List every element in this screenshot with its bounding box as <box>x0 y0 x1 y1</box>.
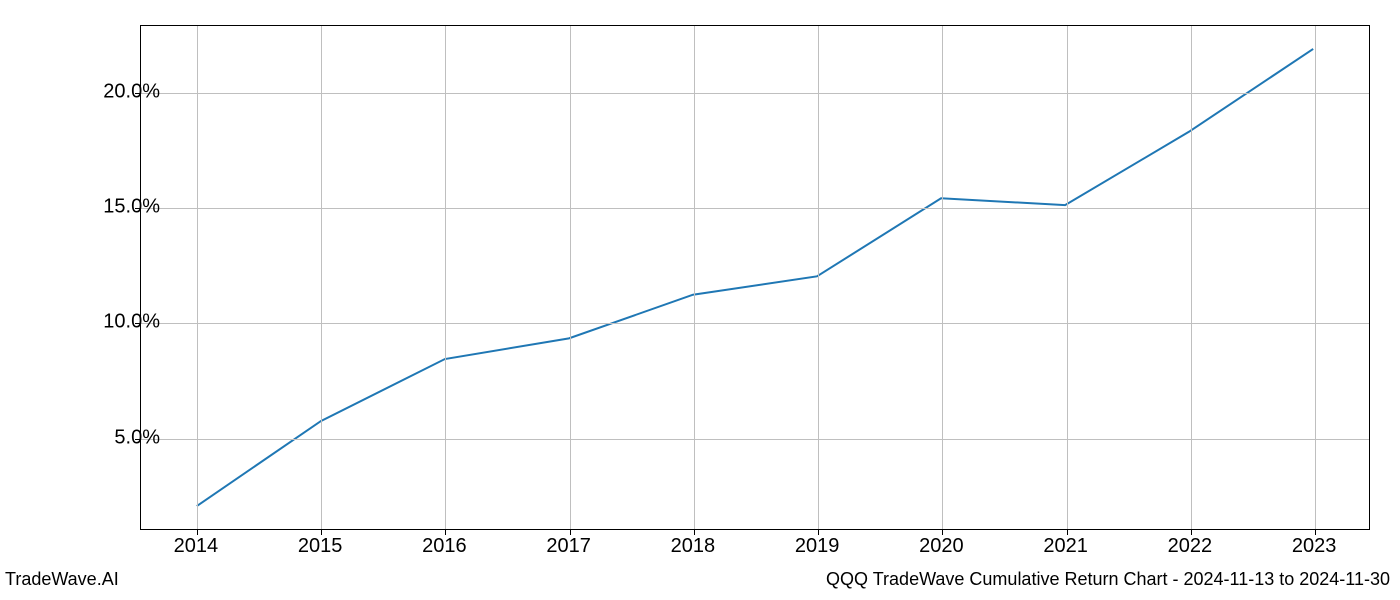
y-tick-label: 15.0% <box>103 196 160 219</box>
grid-line-vertical <box>942 26 943 529</box>
plot-area <box>140 25 1370 530</box>
grid-line-horizontal <box>141 439 1369 440</box>
footer-left-text: TradeWave.AI <box>5 569 119 590</box>
y-tick-label: 5.0% <box>114 426 160 449</box>
x-tick-label: 2017 <box>546 535 591 558</box>
grid-line-horizontal <box>141 323 1369 324</box>
y-tick-label: 10.0% <box>103 311 160 334</box>
x-tick-label: 2018 <box>671 535 716 558</box>
x-tick-label: 2020 <box>919 535 964 558</box>
x-tick-label: 2023 <box>1292 535 1337 558</box>
grid-line-horizontal <box>141 208 1369 209</box>
grid-line-horizontal <box>141 93 1369 94</box>
y-tick-label: 20.0% <box>103 80 160 103</box>
grid-line-vertical <box>321 26 322 529</box>
grid-line-vertical <box>818 26 819 529</box>
grid-line-vertical <box>1067 26 1068 529</box>
x-tick-label: 2022 <box>1168 535 1213 558</box>
chart-container <box>140 25 1370 530</box>
grid-line-vertical <box>445 26 446 529</box>
grid-line-vertical <box>1315 26 1316 529</box>
x-tick-label: 2015 <box>298 535 343 558</box>
grid-line-vertical <box>694 26 695 529</box>
footer-right-text: QQQ TradeWave Cumulative Return Chart - … <box>826 569 1390 590</box>
grid-line-vertical <box>197 26 198 529</box>
x-tick-label: 2019 <box>795 535 840 558</box>
line-series <box>141 26 1369 529</box>
x-tick-label: 2021 <box>1043 535 1088 558</box>
grid-line-vertical <box>1191 26 1192 529</box>
grid-line-vertical <box>570 26 571 529</box>
x-tick-label: 2014 <box>174 535 219 558</box>
x-tick-label: 2016 <box>422 535 467 558</box>
